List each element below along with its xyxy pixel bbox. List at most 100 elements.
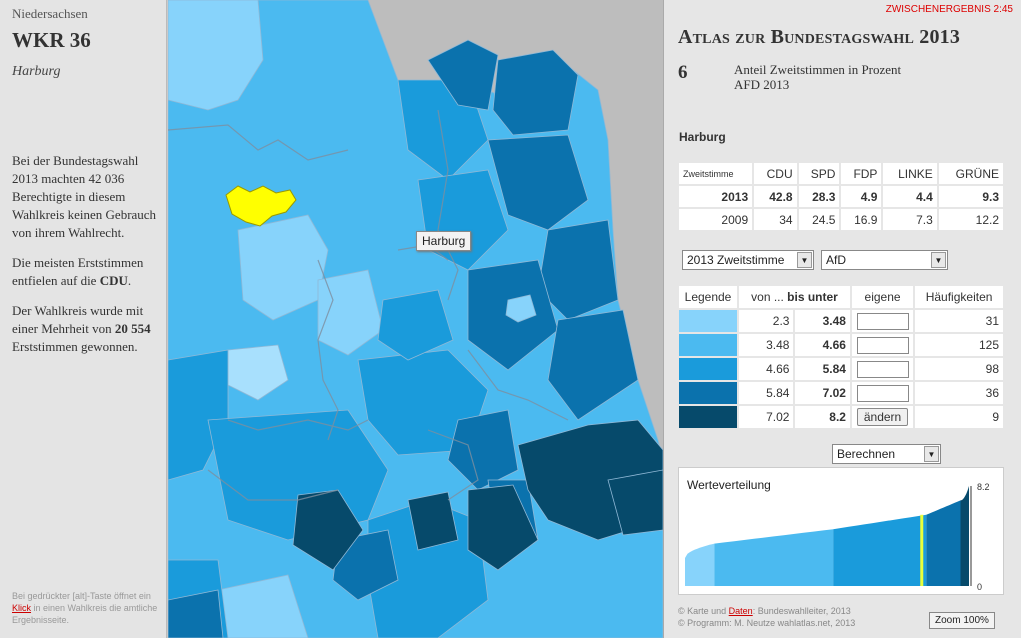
region-lusatia[interactable] [292,489,364,571]
majority-text: Der Wahlkreis wurde mit einer Mehrheit v… [12,303,151,354]
state-borders [168,109,569,501]
chevron-down-icon[interactable]: ▼ [931,252,946,268]
legend-row: 2.3 3.48 31 [679,310,1003,332]
legend-count: 98 [915,358,1003,380]
results-cell: 9.3 [938,186,1003,207]
results-year: 2009 [679,209,753,230]
results-cell: 24.5 [798,209,840,230]
legend-to: 7.02 [795,382,850,404]
chart-title: Werteverteilung [687,478,771,492]
map-subtitle: Anteil Zweitstimmen in Prozent AFD 2013 [734,62,901,92]
constituency-map[interactable] [168,0,663,638]
own-break-input[interactable] [856,360,909,378]
results-cell: 42.8 [754,186,797,207]
legend-own-cell [851,358,914,380]
own-break-input[interactable] [856,312,909,330]
legend-table: Legende von ... bis unter eigene Häufigk… [677,284,1005,430]
city-berlin[interactable] [505,294,537,323]
region-harburg-highlight[interactable] [225,185,297,227]
region-brandenburg-south[interactable] [547,309,639,421]
change-button[interactable]: ändern [856,408,909,426]
legend-own-cell: ändern [851,406,914,428]
data-link[interactable]: Daten [728,606,753,616]
results-cell: 34 [754,209,797,230]
region-mecklenburg-coast[interactable] [427,39,499,111]
region-brandenburg-north[interactable] [487,134,589,231]
results-cell: 12.2 [938,209,1003,230]
region-erzgebirge[interactable] [467,484,539,571]
distribution-svg: 8.20 [685,482,990,592]
legend-own-cell [851,310,914,332]
region-harz[interactable] [377,289,454,361]
distribution-class-4 [926,500,961,586]
region-east-saxony-2[interactable] [607,469,663,536]
results-cell: 16.9 [841,209,882,230]
map-number: 6 [678,62,688,83]
results-cell: 4.4 [883,186,937,207]
distribution-class-1 [685,543,715,586]
calculate-select[interactable]: Berechnen ▼ [832,444,941,464]
constituency-name: Harburg [12,64,61,79]
vote-type-select[interactable]: 2013 Zweitstimme ▼ [682,250,814,270]
selected-region-name: Harburg [679,130,726,144]
chevron-down-icon[interactable]: ▼ [797,252,812,268]
vote-type-select-value: 2013 Zweitstimme [687,253,785,267]
region-vogtland[interactable] [407,491,459,551]
results-row-2013: 2013 42.8 28.3 4.9 4.4 9.3 [679,186,1003,207]
region-vorpommern[interactable] [492,49,579,136]
party-header-fdp: FDP [841,163,882,184]
results-link[interactable]: Klick [12,603,32,613]
results-cell: 28.3 [798,186,840,207]
legend-swatch [679,334,737,356]
region-northwest[interactable] [168,0,264,111]
legend-own-cell [851,382,914,404]
interim-result-label: ZWISCHENERGEBNIS 2:45 [885,4,1013,15]
results-table: Zweitstimme CDU SPD FDP LINKE GRÜNE 2013… [677,161,1005,232]
legend-row: 3.48 4.66 125 [679,334,1003,356]
constituency-description: Bei der Bundestagswahl 2013 machten 42 0… [12,152,160,368]
credits: © Karte und Daten: Bundeswahlleiter, 201… [678,605,855,629]
legend-swatch [679,310,737,332]
legend-row: 4.66 5.84 98 [679,358,1003,380]
party-header-linke: LINKE [883,163,937,184]
party-header-cdu: CDU [754,163,797,184]
constituency-number: WKR 36 [12,28,91,52]
constituency-panel: Niedersachsen WKR 36 Harburg Bei der Bun… [0,0,167,638]
legend-own-cell [851,334,914,356]
legend-swatch [679,406,737,428]
state-name: Niedersachsen [12,6,88,21]
legend-to: 3.48 [795,310,850,332]
selected-region-marker [920,514,924,586]
region-saxony-anhalt-west[interactable] [317,269,384,356]
party-select[interactable]: AfD ▼ [821,250,948,270]
zoom-button[interactable]: Zoom 100% [929,612,995,629]
first-vote-text: Die meisten Erststimmen entfielen auf di… [12,255,144,288]
results-cell: 7.3 [883,209,937,230]
legend-from: 3.48 [739,334,794,356]
region-far-southwest[interactable] [168,589,224,638]
results-header-row: Zweitstimme CDU SPD FDP LINKE GRÜNE [679,163,1003,184]
party-header-gruene: GRÜNE [938,163,1003,184]
legend-header-row: Legende von ... bis unter eigene Häufigk… [679,286,1003,308]
map-subtitle-line-2: AFD 2013 [734,77,790,92]
distribution-class-2 [714,529,834,586]
map-tooltip: Harburg [416,231,472,251]
legend-swatch [679,358,737,380]
legend-from: 4.66 [739,358,794,380]
own-break-input[interactable] [856,336,909,354]
party-select-value: AfD [826,253,847,267]
results-corner-label: Zweitstimme [679,163,753,184]
legend-from: 7.02 [739,406,794,428]
chevron-down-icon[interactable]: ▼ [924,446,939,462]
legend-row: 7.02 8.2 ändern 9 [679,406,1003,428]
legend-count: 9 [915,406,1003,428]
legend-count: 31 [915,310,1003,332]
credit-data: © Karte und Daten: Bundeswahlleiter, 201… [678,606,851,616]
value-distribution-chart: Werteverteilung 8.2 0 [678,467,1004,595]
legend-swatch [679,382,737,404]
calculate-select-value: Berechnen [837,447,896,461]
election-map[interactable]: Harburg [168,0,663,638]
own-break-input[interactable] [856,384,909,402]
legend-header-own: eigene [851,286,914,308]
y-tick-min: 0 [977,582,982,592]
